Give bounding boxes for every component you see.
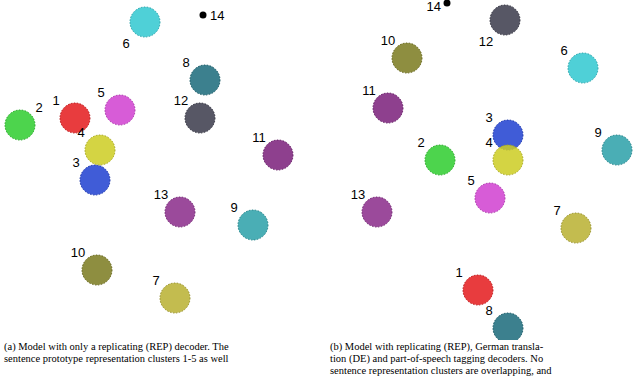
caption: (b) Model with replicating (REP), German… — [330, 341, 552, 376]
caption: (a) Model with only a replicating (REP) … — [4, 341, 229, 364]
cluster — [373, 93, 403, 123]
cluster-label: 10 — [381, 33, 395, 48]
cluster-label: 1 — [52, 93, 59, 108]
figure: 1234567891011121314(a) Model with only a… — [0, 0, 640, 378]
cluster-label: 4 — [77, 125, 84, 140]
cluster-label: 5 — [97, 85, 104, 100]
cluster-label: 12 — [174, 93, 188, 108]
caption-line: sentence prototype representation cluste… — [4, 353, 229, 364]
cluster — [82, 255, 112, 285]
cluster-labels: 1234567891011121314 — [351, 0, 602, 318]
cluster-label: 11 — [362, 83, 376, 98]
cluster-label: 8 — [485, 303, 492, 318]
cluster — [185, 103, 215, 133]
cluster — [60, 103, 90, 133]
cluster-label: 5 — [467, 173, 474, 188]
cluster — [165, 197, 195, 227]
cluster-label: 9 — [594, 125, 601, 140]
panel: 1234567891011121314(b) Model with replic… — [330, 0, 632, 376]
cluster-label: 2 — [417, 135, 424, 150]
cluster-label: 4 — [485, 135, 492, 150]
cluster-label: 6 — [122, 36, 129, 51]
point — [444, 0, 451, 7]
cluster — [362, 197, 392, 227]
cluster-label: 10 — [71, 245, 85, 260]
cluster — [475, 183, 505, 213]
cluster — [490, 5, 520, 35]
cluster — [85, 135, 115, 165]
cluster — [130, 7, 160, 37]
cluster-label: 3 — [485, 110, 492, 125]
cluster — [263, 140, 293, 170]
cluster — [602, 135, 632, 165]
cluster-label: 7 — [152, 273, 159, 288]
cluster — [425, 145, 455, 175]
cluster — [493, 145, 523, 175]
cluster — [561, 213, 591, 243]
cluster-label: 6 — [560, 43, 567, 58]
cluster-label: 3 — [72, 155, 79, 170]
caption-line: sentence representation clusters are ove… — [330, 365, 552, 376]
caption-line: tion (DE) and part-of-speech tagging dec… — [330, 353, 543, 365]
cluster-label: 2 — [35, 100, 42, 115]
cluster — [80, 165, 110, 195]
caption-line: (b) Model with replicating (REP), German… — [330, 341, 544, 353]
cluster-label: 14 — [427, 0, 441, 14]
cluster — [392, 43, 422, 73]
point — [200, 12, 207, 19]
cluster — [160, 283, 190, 313]
cluster-label: 14 — [210, 8, 224, 23]
cluster — [493, 313, 523, 340]
cluster-label: 13 — [154, 187, 168, 202]
plot-area — [5, 7, 293, 313]
cluster-label: 1 — [455, 265, 462, 280]
plot-area — [362, 0, 632, 340]
cluster-label: 12 — [479, 34, 493, 49]
cluster — [568, 53, 598, 83]
caption-line: (a) Model with only a replicating (REP) … — [4, 341, 229, 353]
cluster — [463, 275, 493, 305]
cluster — [238, 210, 268, 240]
cluster-label: 9 — [230, 200, 237, 215]
panel: 1234567891011121314(a) Model with only a… — [4, 7, 293, 364]
cluster-labels: 1234567891011121314 — [35, 8, 265, 288]
cluster — [5, 110, 35, 140]
cluster-label: 7 — [553, 203, 560, 218]
cluster — [190, 65, 220, 95]
cluster-label: 13 — [351, 187, 365, 202]
cluster — [105, 95, 135, 125]
cluster-label: 8 — [182, 55, 189, 70]
cluster-label: 11 — [252, 130, 266, 145]
